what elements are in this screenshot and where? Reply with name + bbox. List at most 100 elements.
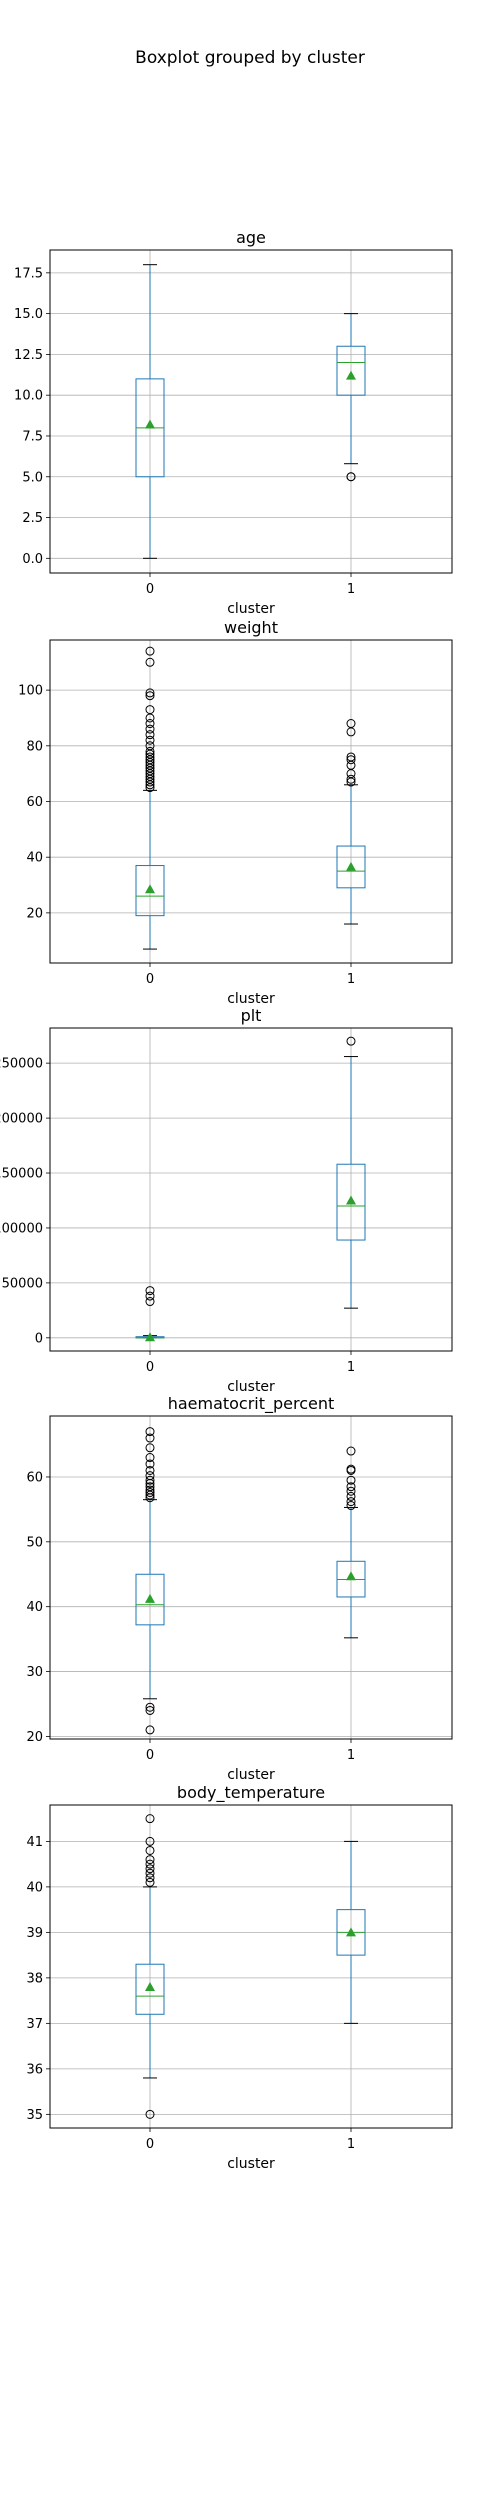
outlier-point <box>346 1491 356 1501</box>
outlier-point <box>145 646 155 656</box>
y-tick-label: 200000 <box>0 1112 43 1127</box>
subplot-title: haematocrit_percent <box>168 1394 335 1414</box>
outlier-point <box>145 1855 155 1865</box>
outlier-point <box>346 1482 356 1492</box>
y-tick-label: 2.5 <box>22 511 43 526</box>
iqr-box <box>336 1163 366 1241</box>
y-tick-label: 100 <box>18 684 43 699</box>
mean-marker <box>145 884 155 894</box>
outlier-point <box>346 1464 356 1474</box>
y-tick-label: 15.0 <box>14 307 43 322</box>
axes-frame <box>49 1415 453 1740</box>
x-axis-label: cluster <box>227 601 275 617</box>
mean-marker <box>145 1332 155 1342</box>
outlier-point <box>346 472 356 482</box>
y-tick-label: 60 <box>26 795 43 810</box>
outlier-point <box>346 1475 356 1485</box>
subplot-weight: weight 20 40 60 80 100 0 1 cluster <box>18 618 453 1007</box>
outlier-point <box>145 1465 155 1475</box>
outlier-point <box>145 735 155 745</box>
outlier-point <box>145 1488 155 1498</box>
outlier-point <box>346 719 356 729</box>
outlier-point <box>145 1286 155 1296</box>
axes-frame <box>49 639 453 964</box>
outlier-point <box>145 1427 155 1437</box>
y-tick-label: 12.5 <box>14 348 43 363</box>
outlier-point <box>145 1836 155 1846</box>
y-tick-label: 30 <box>26 1665 43 1680</box>
outlier-point <box>145 691 155 701</box>
mean-marker <box>145 1593 155 1603</box>
subplot-body_temperature: body_temperature 35 36 37 38 39 40 41 0 1 cluster <box>26 1783 453 2172</box>
outlier-point <box>346 1497 356 1507</box>
outlier-point <box>145 1705 155 1715</box>
outlier-point <box>145 1485 155 1495</box>
outlier-point <box>145 1814 155 1824</box>
outlier-point <box>145 1482 155 1492</box>
outlier-point <box>145 719 155 729</box>
y-tick-label: 40 <box>26 1600 43 1615</box>
box-cluster-0 <box>135 1427 165 1735</box>
x-tick-label: 0 <box>146 2137 154 2152</box>
axes-frame <box>49 1027 453 1352</box>
outlier-point <box>145 1459 155 1469</box>
mean-marker <box>346 1927 356 1937</box>
outlier-point <box>145 1845 155 1855</box>
x-tick-label: 0 <box>146 582 154 597</box>
box-cluster-1 <box>336 313 366 482</box>
box-cluster-1 <box>336 1446 366 1639</box>
axes-frame <box>49 249 453 574</box>
subplot-haematocrit_percent: haematocrit_percent 20 30 40 50 60 0 1 cluster <box>26 1394 453 1783</box>
outlier-point <box>145 752 155 762</box>
box-cluster-1 <box>336 1036 366 1309</box>
x-axis-label: cluster <box>227 991 275 1007</box>
y-tick-label: 0 <box>35 1331 43 1346</box>
iqr-box <box>135 865 165 917</box>
y-tick-label: 100000 <box>0 1221 43 1236</box>
x-tick-label: 1 <box>347 1748 355 1763</box>
outlier-point <box>145 1868 155 1878</box>
box-cluster-0 <box>135 1814 165 2119</box>
mean-marker <box>145 1981 155 1991</box>
outlier-point <box>145 1859 155 1869</box>
y-tick-label: 50 <box>26 1535 43 1550</box>
outlier-point <box>145 741 155 751</box>
outlier-point <box>346 1446 356 1456</box>
y-tick-label: 80 <box>26 739 43 754</box>
outlier-point <box>145 1471 155 1481</box>
mean-marker <box>346 1571 356 1581</box>
y-tick-label: 5.0 <box>22 470 43 485</box>
outlier-point <box>145 1297 155 1307</box>
subplot-title: plt <box>241 1006 262 1025</box>
figure-suptitle: Boxplot grouped by cluster <box>135 48 365 68</box>
box-cluster-0 <box>135 1286 165 1342</box>
y-tick-label: 39 <box>26 1926 43 1941</box>
y-tick-label: 250000 <box>0 1057 43 1072</box>
y-tick-label: 36 <box>26 2062 43 2077</box>
iqr-box <box>135 1573 165 1626</box>
outlier-point <box>346 1036 356 1046</box>
box-cluster-0 <box>135 264 165 559</box>
y-tick-label: 40 <box>26 851 43 866</box>
x-tick-label: 1 <box>347 972 355 987</box>
y-tick-label: 150000 <box>0 1167 43 1182</box>
mean-marker <box>346 861 356 871</box>
outlier-point <box>346 755 356 765</box>
y-tick-label: 17.5 <box>14 266 43 281</box>
mean-marker <box>346 370 356 380</box>
box-cluster-0 <box>135 646 165 950</box>
outlier-point <box>145 730 155 740</box>
mean-marker <box>145 419 155 429</box>
outlier-point <box>346 752 356 762</box>
x-axis-label: cluster <box>227 1379 275 1395</box>
x-axis-label: cluster <box>227 1767 275 1783</box>
outlier-point <box>145 1453 155 1463</box>
x-axis-label: cluster <box>227 2156 275 2172</box>
x-tick-label: 1 <box>347 582 355 597</box>
axes-frame <box>49 1804 453 2129</box>
outlier-point <box>145 1702 155 1712</box>
y-tick-label: 10.0 <box>14 389 43 404</box>
iqr-box <box>336 345 366 396</box>
outlier-point <box>346 1486 356 1496</box>
